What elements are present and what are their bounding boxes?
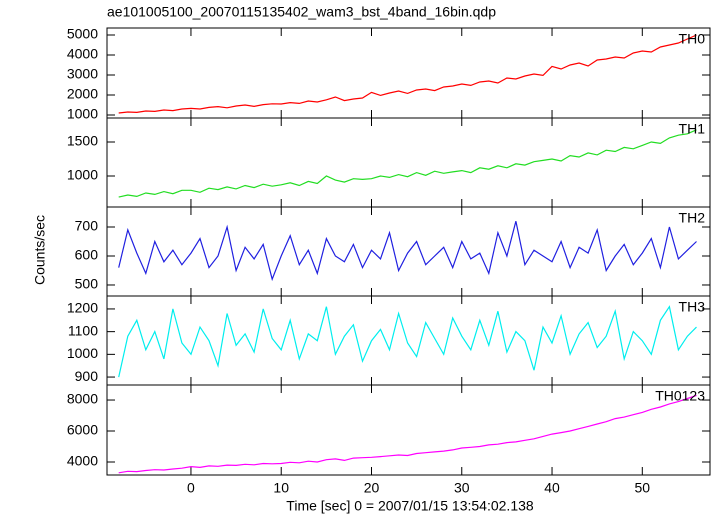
y-tick-label: 1000 (67, 106, 98, 122)
chart-title: ae101005100_20070115135402_wam3_bst_4ban… (107, 4, 496, 20)
y-axis-label: Counts/sec (32, 215, 48, 285)
panel-label: TH0123 (655, 388, 705, 404)
x-tick-label: 10 (273, 480, 289, 496)
panel-frame (106, 295, 711, 386)
y-tick-label: 1500 (67, 133, 98, 149)
y-tick-label: 1200 (67, 300, 98, 316)
y-tick-label: 500 (75, 276, 99, 292)
x-tick-label: 40 (544, 480, 560, 496)
y-tick-label: 1000 (67, 167, 98, 183)
y-tick-label: 700 (75, 218, 99, 234)
y-tick-label: 1100 (68, 322, 98, 338)
x-tick-label: 0 (187, 480, 195, 496)
y-tick-label: 600 (75, 247, 99, 263)
x-tick-label: 20 (364, 480, 380, 496)
x-axis-label: Time [sec] 0 = 2007/01/15 13:54:02.138 (286, 498, 534, 514)
y-tick-label: 8000 (67, 391, 98, 407)
data-line (118, 34, 697, 114)
y-tick-label: 6000 (67, 422, 98, 438)
x-tick-label: 30 (454, 480, 470, 496)
data-line (118, 221, 697, 282)
y-tick-label: 4000 (67, 453, 98, 469)
x-tick-label: 50 (635, 480, 651, 496)
panel-frame (106, 27, 711, 119)
data-line (118, 394, 697, 474)
y-tick-label: 3000 (67, 66, 98, 82)
y-tick-label: 4000 (67, 46, 98, 62)
y-tick-label: 5000 (67, 26, 98, 42)
panel-frame (106, 384, 711, 476)
y-tick-label: 900 (75, 368, 99, 384)
data-line (118, 129, 697, 198)
y-tick-label: 1000 (67, 345, 98, 361)
data-line (118, 305, 697, 378)
panel-label: TH1 (679, 121, 706, 137)
panel-label: TH3 (679, 299, 706, 315)
panel-label: TH2 (679, 210, 706, 226)
panel-frame (106, 117, 711, 208)
panel-label: TH0 (679, 31, 706, 47)
y-tick-label: 2000 (67, 86, 98, 102)
